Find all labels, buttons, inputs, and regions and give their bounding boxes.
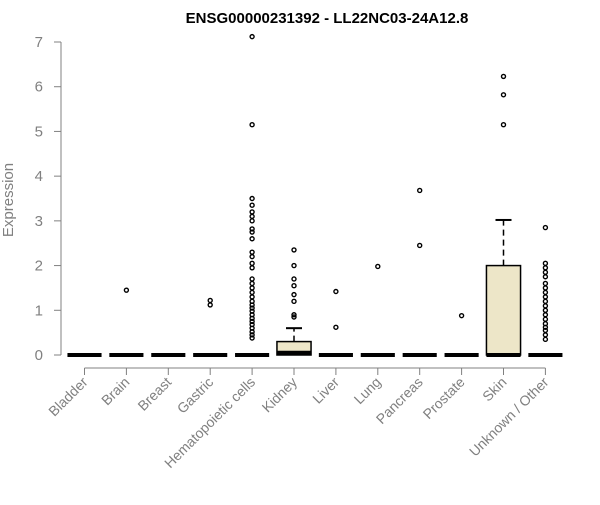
outlier-point	[249, 285, 255, 291]
box	[485, 264, 522, 356]
x-tick-label: Prostate	[420, 374, 468, 422]
outlier-point	[542, 316, 549, 322]
outlier-point	[417, 187, 423, 194]
box-group	[193, 297, 228, 357]
x-tick-label: Skin	[479, 374, 510, 405]
outlier-point	[291, 262, 297, 269]
outlier-point	[291, 298, 297, 305]
outlier-point	[249, 209, 255, 215]
outlier-point	[249, 332, 255, 338]
outlier-point	[249, 226, 255, 232]
outlier-point	[542, 298, 549, 305]
outlier-point	[542, 303, 549, 309]
outlier-point	[249, 260, 255, 267]
y-tick-label: 3	[35, 213, 43, 230]
outlier-point	[207, 297, 213, 304]
outlier-point	[249, 335, 255, 341]
x-tick-label: Liver	[309, 374, 342, 407]
outlier-point	[249, 213, 255, 220]
outlier-point	[375, 263, 381, 270]
y-tick-label: 4	[35, 168, 43, 185]
outlier-point	[207, 302, 213, 308]
outlier-point	[542, 260, 549, 267]
x-tick-label: Unknown / Other	[466, 374, 552, 460]
outlier-point	[542, 289, 549, 296]
outlier-point	[542, 274, 549, 280]
outlier-point	[542, 336, 549, 343]
outlier-point	[542, 285, 549, 291]
x-tick-label: Pancreas	[373, 374, 426, 427]
outlier-point	[249, 308, 255, 314]
outlier-point	[249, 276, 255, 282]
outlier-point	[249, 305, 255, 311]
outlier-point	[249, 249, 255, 255]
box-group	[402, 187, 437, 357]
outlier-point	[291, 276, 297, 282]
outlier-point	[249, 298, 255, 305]
outlier-point	[249, 33, 255, 40]
outlier-point	[542, 224, 549, 231]
box-group	[444, 312, 479, 357]
outlier-point	[542, 327, 549, 334]
box-group	[318, 288, 353, 357]
x-tick-label: Brain	[98, 374, 132, 408]
outlier-point	[249, 289, 255, 296]
outlier-point	[291, 312, 297, 318]
outlier-point	[291, 291, 297, 298]
outlier-point	[249, 122, 255, 128]
outlier-point	[542, 269, 549, 275]
outlier-point	[249, 195, 255, 202]
outlier-point	[458, 312, 465, 319]
outlier-point	[249, 321, 255, 328]
y-tick-label: 1	[35, 302, 43, 319]
outlier-point	[123, 287, 130, 293]
y-tick-label: 5	[35, 123, 43, 140]
box-group	[360, 263, 395, 357]
y-tick-label: 2	[35, 258, 43, 275]
outlier-point	[249, 294, 255, 300]
box-group	[528, 224, 563, 357]
outlier-point	[291, 314, 297, 320]
outlier-point	[249, 236, 255, 242]
y-tick-label: 6	[35, 79, 43, 96]
outlier-point	[249, 229, 255, 235]
outlier-point	[542, 321, 549, 327]
x-tick-label: Breast	[134, 374, 174, 414]
box-group	[109, 287, 144, 357]
outlier-point	[249, 265, 255, 271]
outlier-point	[542, 280, 549, 287]
outlier-point	[542, 294, 549, 300]
outlier-point	[291, 282, 297, 289]
box-group	[235, 33, 270, 357]
outlier-point	[249, 280, 255, 287]
outlier-point	[500, 92, 507, 98]
outlier-point	[249, 218, 255, 224]
box-group	[276, 247, 312, 356]
outlier-point	[333, 324, 339, 330]
y-tick-label: 0	[35, 347, 43, 364]
x-tick-label: Bladder	[45, 374, 91, 420]
outlier-point	[249, 253, 255, 260]
x-tick-label: Kidney	[259, 374, 301, 416]
outlier-point	[542, 265, 549, 271]
outlier-point	[333, 288, 339, 295]
outlier-point	[291, 247, 297, 253]
y-axis-label: Expression	[0, 163, 17, 237]
outlier-point	[249, 202, 255, 208]
chart-title: ENSG00000231392 - LL22NC03-24A12.8	[186, 10, 469, 27]
x-tick-label: Lung	[351, 374, 384, 407]
outlier-point	[249, 318, 255, 325]
outlier-point	[542, 307, 549, 313]
outlier-point	[500, 122, 507, 128]
box-group	[485, 73, 522, 357]
box-series	[67, 33, 563, 357]
outlier-point	[542, 312, 549, 318]
outlier-point	[542, 332, 549, 338]
y-tick-label: 7	[35, 34, 43, 51]
outlier-point	[417, 242, 423, 249]
outlier-point	[500, 73, 507, 80]
